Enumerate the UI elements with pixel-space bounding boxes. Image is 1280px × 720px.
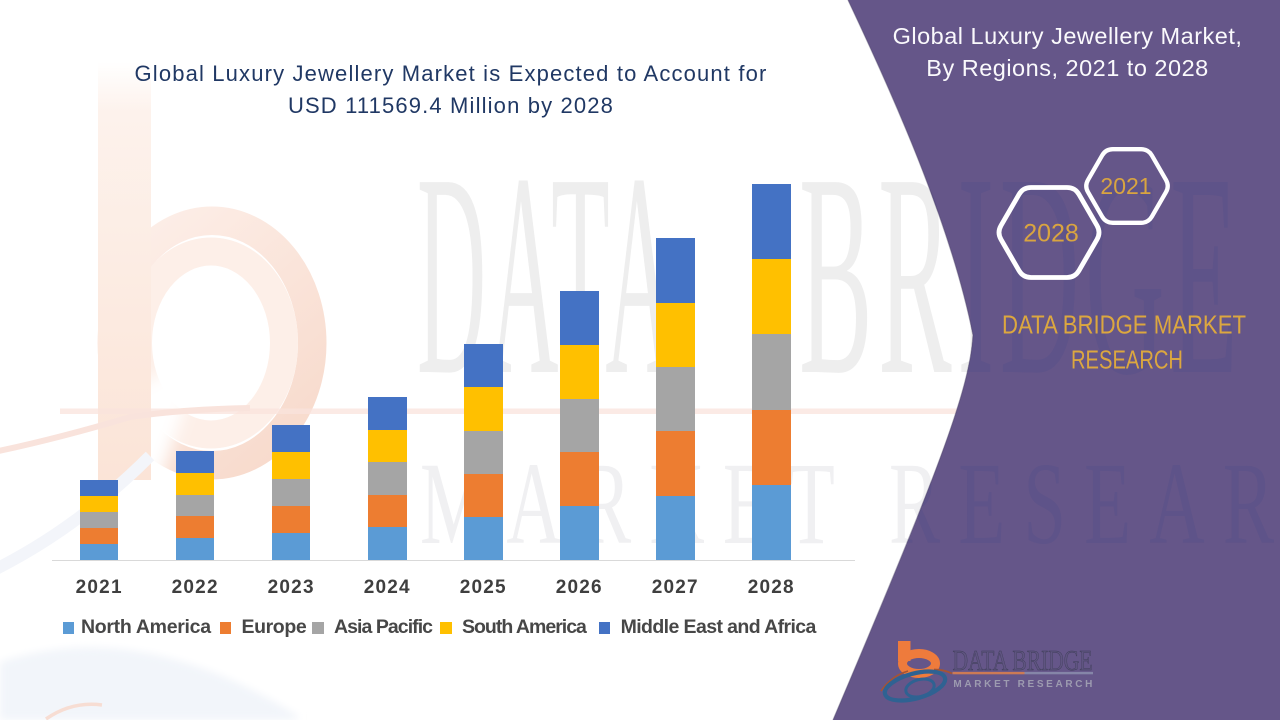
svg-text:2021: 2021	[1100, 173, 1151, 199]
svg-text:2028: 2028	[1023, 220, 1079, 248]
svg-text:RESEARCH: RESEARCH	[1071, 345, 1183, 375]
svg-text:DATA: DATA	[417, 114, 678, 435]
svg-text:MARKET RESEARCH: MARKET RESEARCH	[953, 679, 1092, 690]
svg-text:DATA BRIDGE MARKET: DATA BRIDGE MARKET	[1002, 309, 1246, 339]
svg-text:DATA: DATA	[417, 114, 678, 435]
svg-text:MARKET RESEARCH: MARKET RESEARCH	[420, 437, 1280, 569]
